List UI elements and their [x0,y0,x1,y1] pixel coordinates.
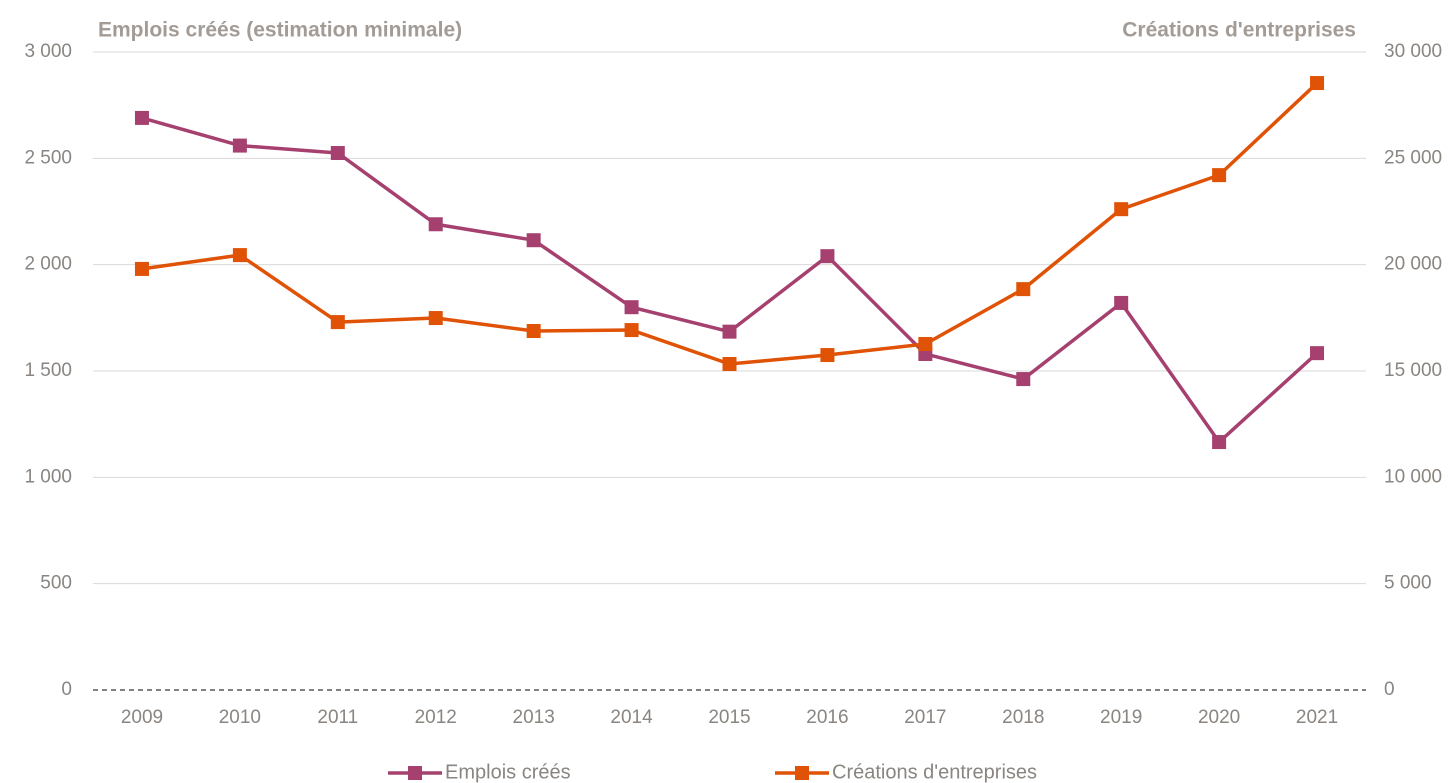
marker [428,311,443,326]
legend-marker [795,766,809,780]
legend-marker [408,766,422,780]
x-tick-label: 2010 [219,707,261,728]
x-tick-label: 2021 [1296,707,1338,728]
marker [1016,372,1031,387]
y2-tick-label: 30 000 [1384,41,1442,62]
marker [820,249,835,264]
marker [918,336,933,351]
y2-tick-label: 10 000 [1384,466,1442,487]
y-tick-label: 1 500 [24,360,72,381]
x-tick-label: 2014 [610,707,653,728]
x-tick-label: 2012 [415,707,457,728]
marker [330,315,345,330]
marker [1016,282,1031,297]
marker [1310,346,1325,361]
marker [134,110,149,125]
marker [624,300,639,315]
y2-tick-label: 20 000 [1384,254,1442,275]
marker [330,146,345,161]
y-tick-label: 0 [61,679,72,700]
y-tick-label: 3 000 [24,41,72,62]
marker [526,233,541,248]
marker [232,248,247,263]
legend-label: Emplois créés [445,761,571,783]
marker [134,261,149,276]
marker [624,323,639,338]
marker [820,348,835,363]
marker [1114,202,1129,217]
marker [1310,76,1325,91]
x-tick-label: 2013 [513,707,555,728]
marker [1212,168,1227,183]
y-tick-label: 1 000 [24,466,72,487]
x-tick-label: 2017 [904,707,946,728]
marker [526,324,541,339]
marker [1114,295,1129,310]
marker [722,324,737,339]
x-tick-label: 2009 [121,707,163,728]
y-axis-title: Emplois créés (estimation minimale) [98,19,462,42]
y-tick-label: 2 500 [24,147,72,168]
x-tick-label: 2020 [1198,707,1240,728]
series-line [141,81,1319,366]
x-tick-label: 2016 [806,707,848,728]
x-tick-label: 2011 [317,707,358,728]
x-tick-label: 2018 [1002,707,1044,728]
legend-label: Créations d'entreprises [832,761,1037,783]
marker [428,217,443,232]
y-tick-label: 2 000 [24,254,72,275]
y2-tick-label: 5 000 [1384,573,1432,594]
marker [722,356,737,371]
y-tick-label: 500 [40,573,72,594]
marker [232,138,247,153]
x-tick-label: 2019 [1100,707,1142,728]
series-line [141,116,1319,444]
y2-tick-label: 25 000 [1384,147,1442,168]
y2-tick-label: 0 [1384,679,1395,700]
x-tick-label: 2015 [708,707,750,728]
y2-tick-label: 15 000 [1384,360,1442,381]
marker [1212,435,1227,450]
y2-axis-title: Créations d'entreprises [1122,19,1356,42]
